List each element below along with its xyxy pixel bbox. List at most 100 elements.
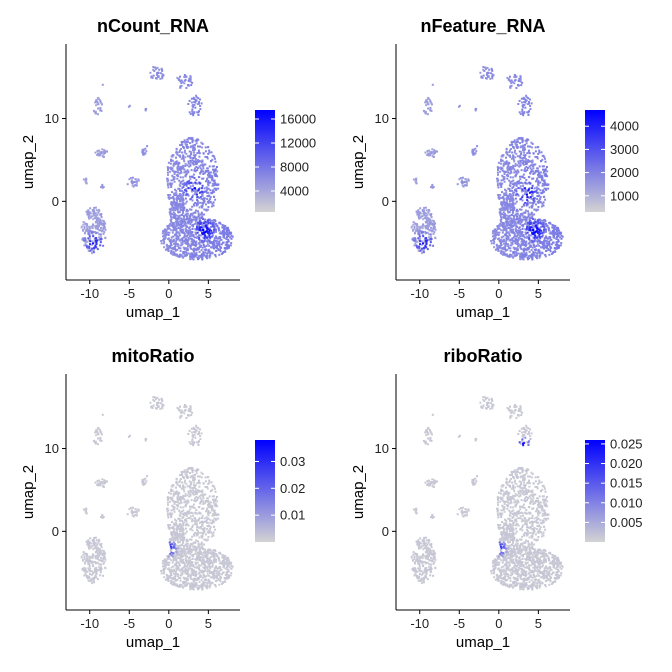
data-point: [101, 222, 104, 225]
data-point: [214, 175, 217, 178]
x-tick-label: 5: [535, 286, 542, 301]
data-point: [100, 432, 103, 435]
data-point: [97, 103, 100, 106]
data-point: [507, 237, 510, 240]
data-point: [198, 224, 201, 227]
data-point: [507, 164, 510, 166]
data-point: [170, 221, 173, 224]
data-point: [184, 486, 187, 489]
data-point: [516, 247, 519, 250]
data-point: [195, 96, 198, 98]
data-point: [531, 216, 534, 219]
data-point: [518, 217, 521, 219]
data-point: [207, 249, 210, 252]
data-point: [513, 171, 516, 174]
data-point: [536, 198, 539, 200]
data-point: [179, 194, 182, 196]
data-point: [508, 172, 511, 175]
data-point: [482, 66, 485, 68]
data-point: [203, 200, 206, 203]
data-point: [189, 228, 192, 231]
y-tick-label: 0: [52, 194, 59, 209]
data-point: [433, 223, 436, 226]
data-point: [104, 228, 107, 231]
data-point: [177, 540, 180, 543]
data-point: [183, 215, 185, 217]
data-point: [173, 522, 176, 525]
data-point: [99, 244, 102, 247]
data-point: [178, 188, 181, 190]
data-point: [410, 225, 413, 228]
data-point: [192, 154, 195, 157]
data-point: [206, 243, 209, 246]
data-point: [415, 210, 418, 213]
data-point: [204, 548, 206, 551]
data-point: [187, 84, 190, 86]
data-point: [547, 241, 550, 244]
data-point: [90, 215, 93, 218]
data-point: [510, 254, 513, 257]
data-point: [229, 236, 232, 239]
data-point: [187, 245, 190, 248]
data-point: [171, 201, 173, 204]
data-point: [149, 71, 152, 74]
data-point: [227, 229, 229, 232]
data-point: [542, 182, 544, 185]
data-point: [218, 253, 221, 256]
data-point: [206, 240, 209, 243]
data-point: [192, 234, 195, 237]
data-point: [503, 216, 506, 219]
data-point: [182, 236, 185, 239]
data-point: [418, 245, 421, 248]
data-point: [498, 227, 501, 230]
x-tick-label: -10: [80, 286, 99, 301]
data-point: [179, 203, 182, 206]
data-point: [507, 243, 509, 246]
data-point: [513, 184, 516, 186]
data-point: [192, 235, 195, 238]
data-point: [202, 497, 205, 500]
data-point: [482, 68, 485, 71]
data-point: [207, 201, 210, 204]
data-point: [544, 183, 547, 186]
data-point: [419, 243, 421, 246]
data-point: [181, 237, 184, 240]
data-point: [501, 231, 504, 234]
data-point: [176, 253, 178, 256]
data-point: [517, 219, 520, 222]
data-point: [91, 210, 94, 212]
data-point: [499, 215, 502, 218]
data-point: [502, 228, 505, 231]
data-point: [130, 181, 133, 184]
data-point: [189, 508, 192, 511]
data-point: [131, 514, 134, 517]
data-point: [500, 244, 503, 246]
data-point: [91, 215, 94, 218]
data-point: [215, 570, 218, 572]
data-point: [548, 221, 551, 224]
legend-tick-label: 1000: [610, 188, 639, 203]
data-point: [189, 161, 192, 164]
data-point: [196, 224, 199, 226]
data-point: [499, 242, 502, 245]
data-point: [524, 254, 526, 257]
x-tick-label: -10: [410, 286, 429, 301]
data-point: [190, 208, 193, 211]
data-point: [520, 220, 523, 223]
data-point: [512, 147, 515, 150]
legend-tick-label: 2000: [610, 165, 639, 180]
data-point: [512, 217, 515, 220]
data-point: [496, 182, 499, 185]
data-point: [201, 205, 204, 208]
data-point: [198, 257, 201, 260]
data-point: [531, 257, 534, 260]
data-point: [201, 159, 204, 162]
data-point: [522, 203, 525, 206]
data-point: [198, 155, 201, 158]
data-point: [104, 480, 107, 483]
data-point: [88, 233, 91, 236]
data-point: [170, 577, 173, 580]
data-point: [190, 101, 193, 104]
data-point: [201, 193, 204, 196]
data-point: [90, 231, 93, 234]
